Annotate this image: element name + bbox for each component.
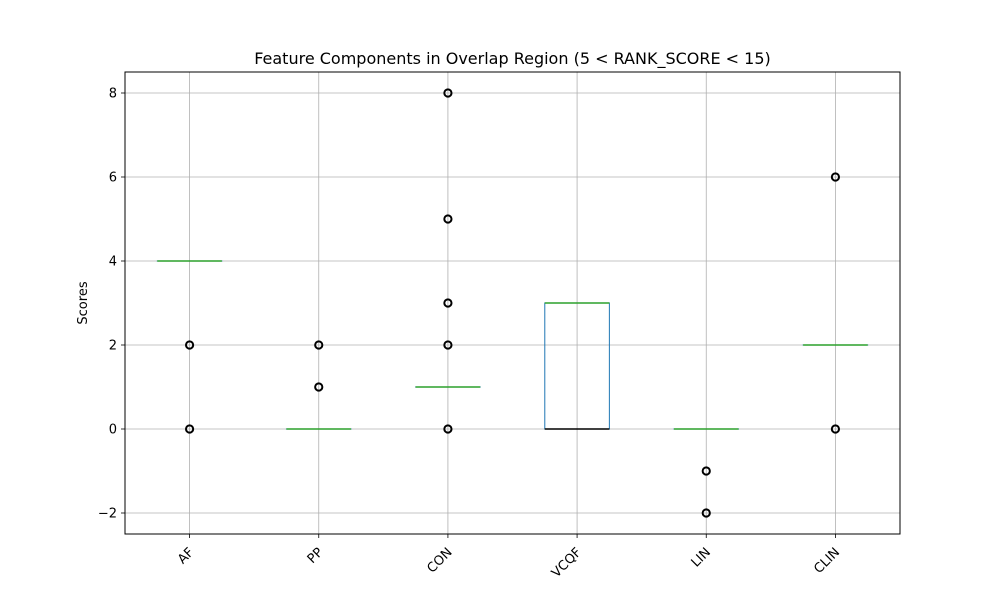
y-axis-label: Scores — [76, 281, 91, 324]
chart-title: Feature Components in Overlap Region (5 … — [254, 49, 771, 69]
grid-layer — [125, 72, 900, 534]
y-tick-label: 4 — [109, 255, 117, 270]
x-tick-label-pp: PP — [305, 545, 327, 567]
x-tick-label-vcqf: VCQF — [549, 545, 585, 581]
y-tick-label: 8 — [109, 87, 117, 102]
y-tick-label: 0 — [109, 423, 117, 438]
y-tick-label: −2 — [98, 507, 117, 522]
plot-frame — [125, 72, 900, 534]
x-tick-label-con: CON — [424, 545, 455, 576]
x-tick-label-af: AF — [175, 545, 197, 567]
y-tick-label: 2 — [109, 339, 117, 354]
box-layer — [157, 89, 867, 516]
y-tick-label: 6 — [109, 171, 117, 186]
x-tick-label-clin: CLIN — [811, 545, 843, 577]
x-tick-label-lin: LIN — [689, 545, 714, 570]
tick-layer: −2 0 2 4 6 8 AF PP CON VCQF LIN CLIN — [98, 87, 843, 581]
